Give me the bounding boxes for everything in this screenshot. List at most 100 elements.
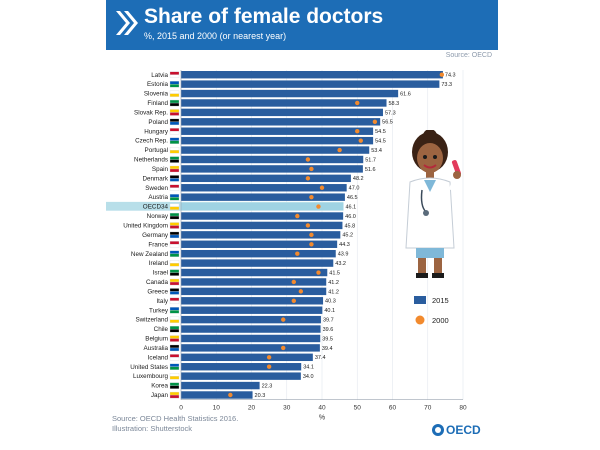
bar-2015 <box>181 249 336 258</box>
dot-2000 <box>291 298 296 303</box>
category-label: Portugal <box>145 147 168 154</box>
value-label: 34.0 <box>303 374 314 380</box>
category-label: Sweden <box>145 185 168 192</box>
page-subtitle: %, 2015 and 2000 (or nearest year) <box>144 31 287 41</box>
flag-icon <box>169 288 180 292</box>
bar-2015 <box>181 80 440 88</box>
category-label: Germany <box>142 232 169 239</box>
source-note: Source: OECD <box>445 52 492 59</box>
value-label: 46.1 <box>346 204 357 210</box>
bar-2015 <box>181 155 364 164</box>
legend-swatch-2015 <box>414 296 426 304</box>
bar-2015 <box>181 127 374 135</box>
oecd-logo: OECD <box>432 422 494 440</box>
flag-icon <box>169 206 180 210</box>
dot-2000 <box>337 147 342 153</box>
category-label: Norway <box>147 213 169 220</box>
value-label: 37.4 <box>315 355 326 361</box>
bar-2015 <box>181 165 363 173</box>
flag-icon <box>169 263 180 267</box>
dot-2000 <box>281 345 286 351</box>
category-label: Slovak Rep. <box>134 109 168 116</box>
bar-2015 <box>181 71 443 79</box>
flag-icon <box>169 260 180 264</box>
dot-2000 <box>372 119 378 125</box>
bar-2015 <box>181 287 327 296</box>
bar-2015 <box>181 278 327 286</box>
flag-icon <box>169 354 180 358</box>
category-label: Korea <box>151 383 168 390</box>
flag-icon <box>169 281 180 286</box>
flag-icon <box>169 150 180 154</box>
page-title: Share of female doctors <box>144 5 384 28</box>
flag-icon <box>169 187 180 191</box>
dot-2000 <box>266 364 272 369</box>
value-label: 61.6 <box>400 91 411 97</box>
value-label: 41.2 <box>328 280 339 286</box>
value-label: 43.2 <box>335 261 346 267</box>
dot-2000 <box>316 204 321 209</box>
flag-icon <box>169 194 180 198</box>
x-tick-label: 40 <box>318 405 326 412</box>
dot-2000 <box>266 355 272 360</box>
flag-icon <box>169 241 180 245</box>
footer-source: Source: OECD Health Statistics 2016. <box>112 414 239 423</box>
flag-icon <box>169 269 180 273</box>
bar-2015 <box>181 363 302 371</box>
bar-chart: Latvia 74.3 Estonia 73.3 Slovenia 61.6 Finland… <box>106 70 467 420</box>
category-label: Ireland <box>149 260 169 267</box>
flag-icon <box>169 90 180 94</box>
bar-2015 <box>181 146 370 154</box>
category-label: Denmark <box>142 175 168 182</box>
flag-icon <box>169 165 180 170</box>
flag-icon <box>169 244 180 248</box>
flag-icon <box>169 373 180 377</box>
flag-icon <box>169 250 180 254</box>
category-label: Chile <box>154 326 169 333</box>
dot-2000 <box>228 392 233 398</box>
category-label: Hungary <box>144 128 169 135</box>
flag-icon <box>169 307 180 311</box>
bar-2015 <box>181 334 321 343</box>
flag-icon <box>169 253 180 257</box>
value-label: 41.5 <box>329 270 340 276</box>
flag-icon <box>169 215 180 220</box>
dot-2000 <box>298 289 304 294</box>
flag-icon <box>169 147 180 151</box>
flag-icon <box>169 310 180 314</box>
x-tick-label: 30 <box>283 405 291 412</box>
category-label: Japan <box>151 392 169 399</box>
flag-icon <box>169 128 180 132</box>
category-label: Finland <box>147 100 168 107</box>
dot-2000 <box>291 279 296 285</box>
value-label: 20.3 <box>255 393 266 399</box>
category-label: Belgium <box>145 336 168 343</box>
flag-icon <box>169 175 180 179</box>
value-label: 47.0 <box>349 186 360 192</box>
category-label: Estonia <box>147 81 169 88</box>
category-label: Slovenia <box>144 91 169 98</box>
oecd-chevron-icon <box>116 11 138 35</box>
flag-icon <box>169 212 180 217</box>
flag-icon <box>169 184 180 188</box>
legend-label-2000: 2000 <box>432 316 449 325</box>
flag-icon <box>169 156 180 160</box>
value-label: 39.7 <box>323 318 334 324</box>
flag-icon <box>169 197 180 201</box>
bar-2015 <box>181 136 374 145</box>
value-label: 46.0 <box>345 214 356 220</box>
flag-icon <box>169 131 180 135</box>
flag-icon <box>169 335 180 339</box>
category-label: Iceland <box>148 354 169 361</box>
flag-icon <box>169 316 180 320</box>
flag-icon <box>169 394 180 399</box>
dot-2000 <box>309 194 314 200</box>
dot-2000 <box>309 166 314 172</box>
flag-icon <box>169 391 180 396</box>
value-label: 58.3 <box>389 101 400 107</box>
category-label: OECD34 <box>143 204 169 211</box>
flag-icon <box>169 109 180 113</box>
flag-icon <box>169 319 180 323</box>
flag-icon <box>169 118 180 123</box>
category-label: Australia <box>144 345 169 352</box>
